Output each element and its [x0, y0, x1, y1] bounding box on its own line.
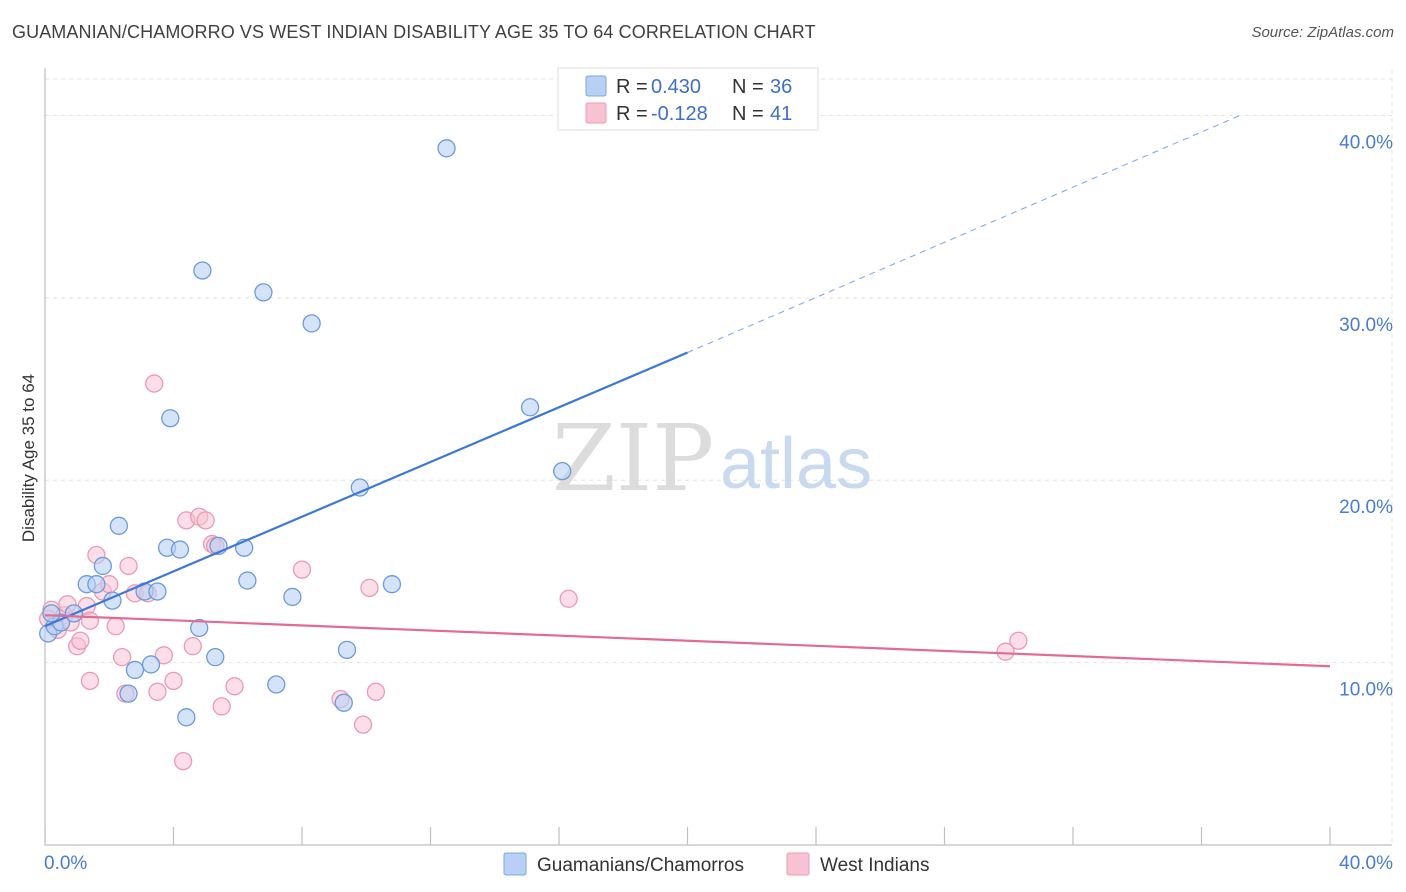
legend-swatch-blue — [585, 75, 607, 97]
data-point-guamanians — [520, 398, 540, 417]
data-point-west-indians — [80, 671, 100, 691]
legend-r-value-1: 0.430 — [651, 76, 701, 98]
watermark-atlas: atlas — [720, 424, 872, 504]
series-label-guamanians: Guamanians/Chamorros — [537, 855, 744, 876]
source-label: Source: ZipAtlas.com — [1251, 24, 1394, 41]
data-point-west-indians — [292, 560, 312, 579]
legend-r-value-2: -0.128 — [651, 103, 708, 125]
data-point-west-indians — [173, 751, 193, 771]
data-point-guamanians — [283, 587, 302, 607]
data-point-west-indians — [119, 556, 138, 576]
data-point-west-indians — [183, 637, 202, 656]
legend-swatch-pink — [585, 102, 607, 124]
data-point-west-indians — [80, 611, 100, 630]
data-point-guamanians — [553, 461, 572, 481]
y-tick-label: 40.0% — [1339, 132, 1393, 153]
data-point-guamanians — [125, 660, 145, 680]
data-point-guamanians — [161, 409, 180, 428]
data-point-west-indians — [212, 697, 231, 716]
data-point-guamanians — [254, 283, 273, 302]
x-tick-labels: 0.0% 40.0% — [44, 853, 1393, 874]
data-point-guamanians — [42, 604, 61, 623]
data-point-guamanians — [93, 556, 112, 576]
trendlines — [44, 114, 1331, 668]
series-swatch-pink — [786, 852, 810, 876]
data-point-guamanians — [267, 675, 286, 694]
data-point-west-indians — [1009, 631, 1028, 650]
data-point-west-indians — [154, 646, 174, 665]
series-label-west-indians: West Indians — [820, 855, 929, 876]
data-point-west-indians — [996, 642, 1015, 661]
x-tick-label: 40.0% — [1339, 853, 1393, 874]
y-tick-label: 30.0% — [1339, 315, 1393, 336]
data-point-west-indians — [196, 511, 215, 530]
legend-r-label-1: R = — [616, 76, 648, 98]
data-point-west-indians — [145, 374, 164, 393]
data-point-west-indians — [71, 631, 90, 650]
data-point-guamanians — [206, 647, 225, 667]
legend-r-label-2: R = — [616, 103, 648, 125]
legend-n-label-1: N = — [732, 76, 764, 98]
trendline-guamanians-extension — [687, 114, 1241, 354]
legend-n-value-2: 41 — [770, 103, 792, 125]
trendline-guamanians — [44, 351, 688, 628]
guamanians-points — [39, 139, 572, 727]
data-point-guamanians — [177, 708, 196, 727]
data-point-guamanians — [238, 571, 257, 590]
chart-title: GUAMANIAN/CHAMORRO VS WEST INDIAN DISABI… — [12, 22, 816, 42]
data-point-guamanians — [148, 582, 167, 601]
y-tick-label: 20.0% — [1339, 497, 1393, 518]
data-point-guamanians — [334, 693, 353, 712]
trendline-west-indians — [44, 614, 1331, 668]
data-point-guamanians — [119, 684, 138, 703]
data-point-west-indians — [148, 682, 167, 701]
data-point-west-indians — [225, 677, 244, 696]
data-point-guamanians — [382, 575, 402, 594]
data-point-guamanians — [302, 314, 321, 333]
grid-lines — [45, 70, 1393, 845]
legend-n-label-2: N = — [732, 103, 764, 125]
series-legend: Guamanians/Chamorros West Indians — [503, 852, 929, 876]
data-point-guamanians — [141, 655, 161, 674]
data-point-guamanians — [87, 575, 106, 594]
data-point-west-indians — [164, 671, 183, 691]
axes — [44, 68, 1392, 846]
data-point-west-indians — [366, 682, 386, 701]
x-tick-label: 0.0% — [44, 853, 87, 874]
data-point-west-indians — [360, 578, 379, 597]
data-point-guamanians — [193, 261, 212, 280]
legend-n-value-1: 36 — [770, 76, 792, 98]
series-swatch-blue — [503, 852, 527, 876]
data-point-west-indians — [353, 715, 373, 734]
watermark-zip: ZIP — [552, 405, 714, 512]
data-point-west-indians — [559, 589, 578, 608]
y-tick-label: 10.0% — [1339, 680, 1393, 701]
data-point-guamanians — [190, 618, 209, 638]
data-point-guamanians — [437, 139, 456, 158]
y-tick-labels: 10.0% 20.0% 30.0% 40.0% — [1339, 132, 1393, 700]
data-point-west-indians — [112, 647, 132, 667]
data-point-guamanians — [337, 640, 357, 660]
y-axis-label: Disability Age 35 to 64 — [19, 374, 38, 542]
data-point-guamanians — [109, 516, 129, 535]
correlation-legend: R = 0.430 N = 36 R = -0.128 N = 41 — [557, 67, 819, 131]
data-point-guamanians — [170, 540, 190, 559]
data-point-west-indians — [106, 616, 125, 636]
